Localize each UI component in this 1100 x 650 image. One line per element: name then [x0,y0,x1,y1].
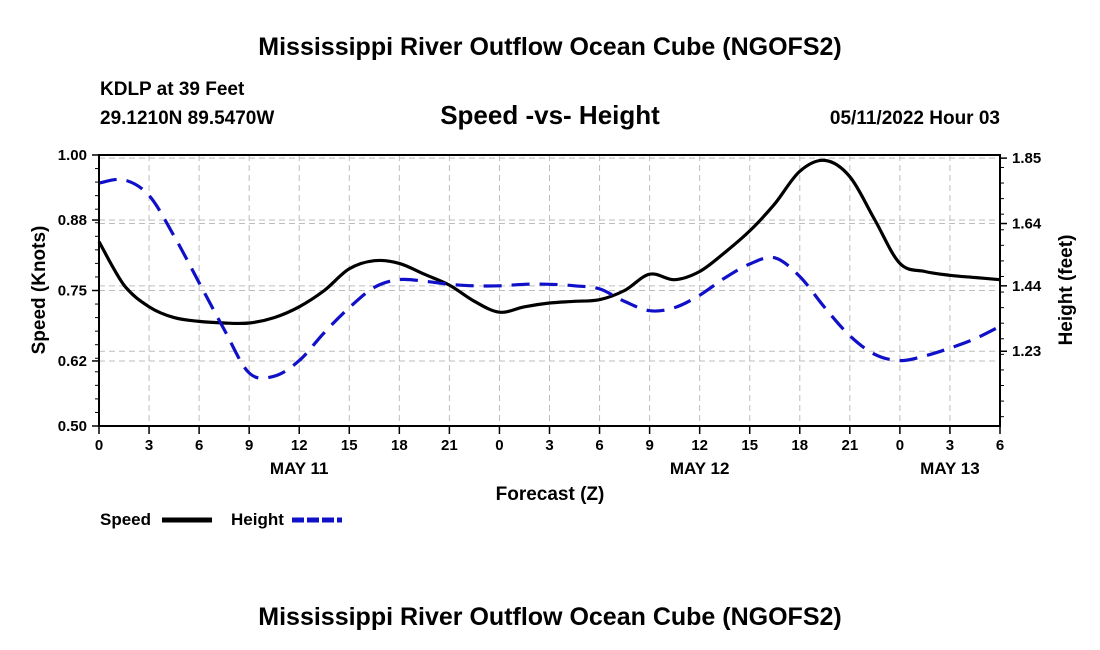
series-line-height [98,177,1001,380]
chart-title: Speed -vs- Height [440,100,660,130]
y-axis-right-label: Height (feet) [1056,235,1077,346]
plot-grid [99,154,1000,426]
x-tick-label: 21 [441,437,458,454]
x-tick-label: 0 [495,437,503,454]
x-tick-label: 9 [645,437,653,454]
x-tick-label: 12 [291,437,308,454]
x-tick-label: 18 [791,437,808,454]
x-tick-label: 6 [996,437,1004,454]
x-tick-label: 15 [341,437,358,454]
x-tick-label: 6 [595,437,603,454]
x-axis-label: Forecast (Z) [496,484,605,505]
y-axis-left-label: Speed (Knots) [29,226,50,355]
x-tick-label: 3 [145,437,153,454]
x-tick-label: 9 [245,437,253,454]
x-tick-label: 0 [95,437,103,454]
x-tick-label: 3 [545,437,553,454]
datetime-label: 05/11/2022 Hour 03 [830,108,1000,129]
y-tick-label-right: 1.23 [1012,343,1041,360]
station-label: KDLP at 39 Feet [100,79,245,100]
y-tick-label-left: 0.75 [58,283,87,300]
x-tick-label: 15 [741,437,758,454]
x-day-label: MAY 11 [270,459,329,478]
legend: Speed Height [100,510,342,529]
x-tick-label: 0 [896,437,904,454]
y-tick-label-right: 1.85 [1012,150,1041,167]
x-tick-label: 3 [946,437,954,454]
axis-ticks: 0 3 6 9 12 15 18 21 0 3 6 9 12 15 18 21 0 3 6 MAY 11 MAY 12 M… [58,147,1042,478]
series-line-speed [97,158,1001,326]
legend-label-speed: Speed [100,510,151,529]
y-tick-label-left: 0.88 [58,212,87,229]
y-tick-label-left: 1.00 [58,147,87,164]
page-title-repeat: Mississippi River Outflow Ocean Cube (NG… [258,603,841,631]
x-day-label: MAY 13 [920,459,980,478]
x-tick-label: 21 [841,437,858,454]
legend-label-height: Height [231,510,284,529]
y-tick-label-left: 0.50 [58,418,87,435]
x-tick-label: 18 [391,437,408,454]
y-tick-label-right: 1.44 [1012,278,1042,295]
x-tick-label: 12 [691,437,708,454]
coordinates-label: 29.1210N 89.5470W [100,108,274,129]
page-title: Mississippi River Outflow Ocean Cube (NG… [258,33,841,61]
y-tick-label-left: 0.62 [58,353,87,370]
x-tick-label: 6 [195,437,203,454]
x-day-label: MAY 12 [670,459,730,478]
y-tick-label-right: 1.64 [1012,216,1042,233]
data-series [97,158,1001,380]
